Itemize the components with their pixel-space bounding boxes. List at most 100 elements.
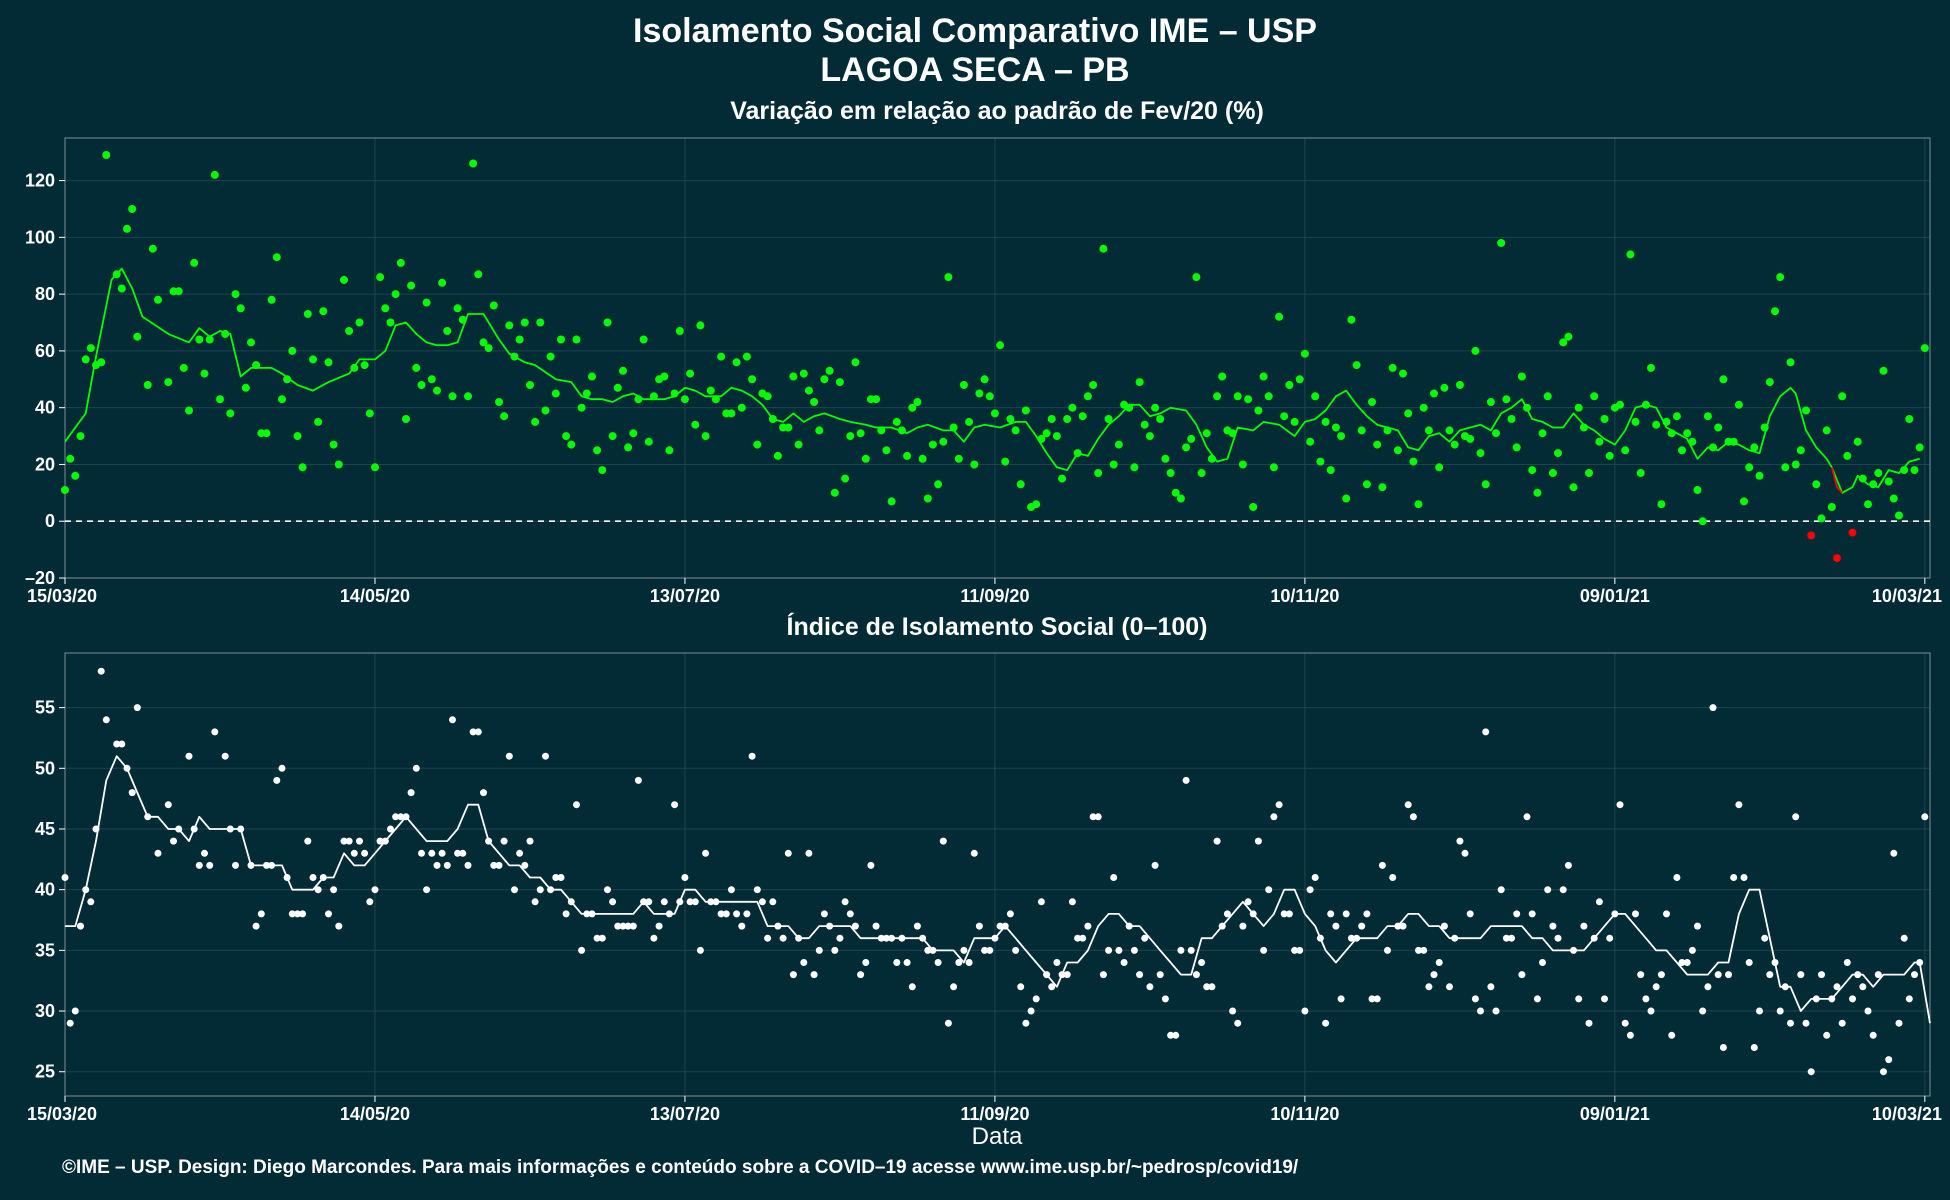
data-point <box>303 310 312 318</box>
data-point <box>536 886 544 894</box>
data-point <box>928 440 937 449</box>
data-point <box>1641 400 1650 409</box>
data-point <box>593 934 601 942</box>
data-point <box>1673 874 1681 881</box>
data-point <box>1011 426 1020 435</box>
data-point <box>1068 403 1077 412</box>
data-point <box>1574 403 1583 412</box>
data-point <box>1176 494 1185 503</box>
data-point <box>1254 837 1262 845</box>
data-point <box>516 849 524 857</box>
data-point <box>1616 801 1624 809</box>
data-point <box>185 406 193 415</box>
data-point <box>1528 910 1536 918</box>
data-point <box>613 383 622 392</box>
data-point <box>981 946 989 954</box>
data-point <box>1006 415 1015 423</box>
data-point <box>1053 959 1061 966</box>
data-point <box>588 372 596 381</box>
data-point <box>1688 946 1696 954</box>
data-point <box>799 369 808 378</box>
data-point <box>1663 910 1670 918</box>
data-point <box>604 886 611 894</box>
data-point <box>206 861 214 869</box>
data-point <box>1756 1007 1763 1015</box>
data-point <box>1631 417 1640 426</box>
data-point <box>619 366 627 375</box>
data-point <box>1699 1007 1707 1015</box>
data-point <box>1817 514 1826 523</box>
data-point <box>355 318 364 327</box>
data-point <box>386 318 395 327</box>
data-point <box>629 429 638 438</box>
data-point <box>1662 417 1671 426</box>
data-point <box>986 946 994 954</box>
data-point <box>1884 477 1893 486</box>
x-tick-label: 15/03/20 <box>27 1104 97 1124</box>
data-point <box>1099 244 1108 253</box>
data-point <box>743 910 751 918</box>
data-point <box>252 361 261 370</box>
data-point <box>1818 971 1825 979</box>
data-point <box>1357 426 1366 435</box>
data-point <box>1709 443 1717 452</box>
data-point <box>511 886 518 894</box>
data-point <box>495 398 503 406</box>
data-point <box>1275 801 1283 809</box>
data-point <box>1146 983 1154 991</box>
data-point <box>1698 517 1707 526</box>
data-point <box>1466 434 1475 443</box>
data-point <box>1244 898 1252 906</box>
data-point <box>702 849 710 857</box>
data-point <box>1543 392 1552 401</box>
data-point <box>1533 995 1541 1003</box>
data-point <box>1384 946 1391 954</box>
data-point <box>1652 420 1661 429</box>
data-point <box>1570 946 1577 954</box>
data-point <box>1182 443 1191 452</box>
data-point <box>1435 463 1444 472</box>
data-point <box>918 454 927 463</box>
data-point <box>521 861 529 869</box>
data-point <box>1301 1007 1309 1015</box>
data-point <box>836 934 844 942</box>
data-point <box>345 327 354 335</box>
y-tick-label: 100 <box>25 227 55 247</box>
data-point <box>1363 910 1371 918</box>
data-point <box>1311 392 1320 401</box>
data-point <box>1554 449 1562 458</box>
data-point <box>324 358 333 367</box>
data-point <box>1156 415 1165 423</box>
data-point <box>1296 946 1304 954</box>
data-point <box>919 934 927 942</box>
data-point <box>1389 874 1397 881</box>
data-point <box>1198 959 1206 966</box>
x-tick-label: 10/11/20 <box>1270 1104 1339 1124</box>
data-point <box>1554 934 1562 942</box>
data-point <box>334 460 343 469</box>
data-point <box>815 946 823 954</box>
data-point <box>66 454 75 463</box>
data-point <box>624 922 632 930</box>
data-point <box>732 358 741 367</box>
data-point <box>1848 528 1857 537</box>
data-point <box>835 378 844 387</box>
data-point <box>893 959 901 966</box>
y-tick-label: 55 <box>35 698 55 718</box>
data-point <box>335 922 343 930</box>
data-point <box>402 813 410 821</box>
data-point <box>1683 959 1691 966</box>
data-point <box>959 381 968 389</box>
data-point <box>459 849 467 857</box>
panel-border <box>64 137 1931 579</box>
data-point <box>190 258 199 267</box>
x-tick-label: 13/07/20 <box>650 1104 720 1124</box>
data-point <box>205 335 214 344</box>
data-point <box>1523 403 1531 412</box>
data-point <box>769 898 777 906</box>
data-point <box>221 752 229 760</box>
data-point <box>417 381 426 389</box>
data-point <box>1058 474 1067 483</box>
data-point <box>1538 429 1547 438</box>
data-point <box>985 392 994 401</box>
